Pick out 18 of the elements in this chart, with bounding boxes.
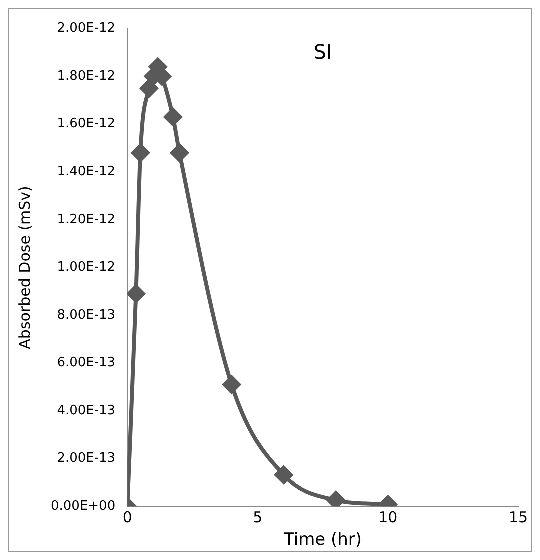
x-tick-label: 15: [508, 508, 528, 526]
y-tick-label: 1.20E-12: [57, 212, 116, 228]
y-tick-label: 8.00E-13: [57, 308, 116, 323]
x-tick-label: 0: [122, 508, 132, 526]
text: SI: [314, 40, 332, 64]
y-tick-label: 6.00E-13: [57, 356, 116, 371]
x-axis-title: Time (hr): [283, 530, 362, 550]
y-tick-label: 2.00E-13: [57, 451, 116, 466]
y-tick-label: 1.80E-12: [57, 68, 116, 84]
y-tick-label: 4.00E-13: [57, 403, 116, 418]
y-tick-label: 1.40E-12: [57, 164, 116, 180]
y-tick-label: 1.60E-12: [57, 116, 116, 132]
y-tick-label: 1.00E-12: [57, 260, 116, 276]
x-tick-label: 5: [253, 508, 263, 526]
y-tick-label: 0.00E+00: [51, 498, 116, 514]
x-tick-label: 10: [378, 508, 398, 526]
y-tick-label: 2.00E-12: [57, 21, 116, 36]
y-axis-title: Absorbed Dose (mSv): [16, 186, 34, 350]
